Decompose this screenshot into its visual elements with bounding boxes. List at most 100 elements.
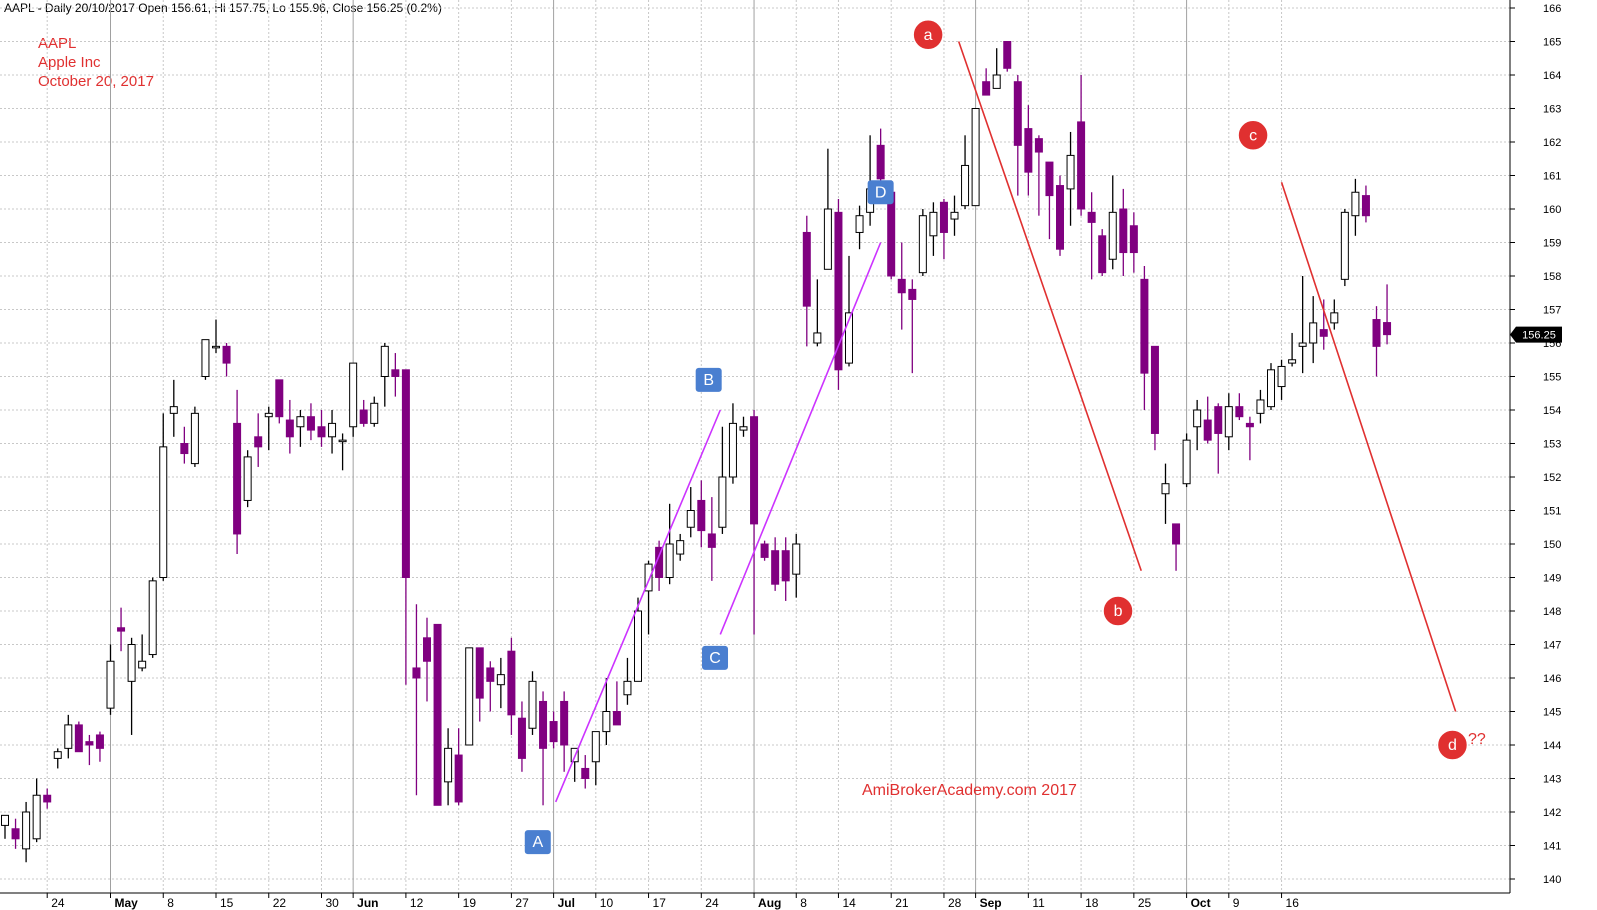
- trend-line-c-d: [1280, 181, 1457, 712]
- candle: [845, 255, 853, 367]
- candle: [1066, 131, 1075, 226]
- candle-body: [1319, 329, 1328, 337]
- x-tick-label: 24: [51, 896, 65, 910]
- candle-body: [254, 436, 263, 448]
- y-tick-label: 141: [1543, 841, 1561, 853]
- candle: [328, 410, 337, 454]
- marker-box: [524, 830, 551, 855]
- point-marker-c: c: [1237, 119, 1269, 152]
- candle-body: [897, 278, 906, 294]
- candle: [834, 198, 843, 390]
- candle: [1172, 523, 1181, 571]
- candle: [1361, 185, 1370, 223]
- candle-body: [1172, 523, 1181, 545]
- y-tick-label: 159: [1543, 238, 1561, 250]
- candle-body: [391, 369, 400, 377]
- candle: [1087, 192, 1096, 280]
- candle: [739, 416, 748, 437]
- candle-body: [1108, 211, 1117, 260]
- candle-body: [159, 446, 168, 578]
- candle: [349, 362, 358, 437]
- candle-body: [264, 412, 273, 418]
- candle: [359, 399, 368, 427]
- candle-body: [401, 369, 410, 578]
- watermark: AmiBrokerAcademy.com 2017: [862, 782, 1077, 799]
- candle-body: [1361, 195, 1370, 217]
- candle: [1161, 463, 1170, 524]
- candle-body: [697, 499, 706, 532]
- candle: [1034, 135, 1043, 216]
- candle-body: [74, 724, 83, 753]
- candle: [190, 406, 199, 467]
- x-tick-label: 8: [167, 896, 174, 910]
- x-tick-label: 30: [326, 896, 340, 910]
- candle: [159, 413, 168, 581]
- candle-body: [190, 412, 199, 465]
- candle: [623, 657, 632, 705]
- candle: [1319, 299, 1328, 350]
- candle-body: [1383, 322, 1392, 336]
- candle: [612, 681, 621, 726]
- x-tick-label: Sep: [980, 896, 1002, 910]
- y-tick-label: 150: [1543, 539, 1561, 551]
- marker-label: C: [709, 650, 721, 667]
- marker-label: A: [532, 834, 543, 851]
- candle-body: [1330, 312, 1339, 324]
- marker-label: b: [1114, 603, 1123, 620]
- candle: [264, 406, 273, 451]
- y-tick-label: 148: [1543, 606, 1561, 618]
- candle-body: [876, 144, 885, 180]
- candle-body: [634, 610, 642, 682]
- marker-label: D: [875, 184, 887, 201]
- trend-line-A-B: [554, 409, 722, 803]
- candle: [317, 410, 326, 447]
- x-tick-label: 21: [895, 896, 909, 910]
- candle-body: [1003, 41, 1012, 69]
- candle-body: [750, 416, 759, 525]
- candle: [43, 788, 52, 809]
- candle: [992, 48, 1001, 89]
- candle-body: [1351, 191, 1360, 217]
- candle: [1193, 399, 1202, 451]
- point-marker-C: C: [702, 645, 729, 670]
- candle-body: [64, 724, 73, 749]
- candle-body: [1140, 278, 1149, 374]
- candle-body: [887, 191, 896, 277]
- trend-lines: [554, 41, 1457, 803]
- x-tick-label: 25: [1138, 896, 1152, 910]
- candle-body: [285, 419, 294, 438]
- point-marker-D: D: [867, 180, 894, 205]
- candle-body: [855, 215, 864, 233]
- candle-body: [539, 700, 548, 749]
- candle-body: [591, 731, 600, 763]
- candle: [1214, 403, 1223, 474]
- candle: [1150, 345, 1159, 451]
- candle-body: [961, 164, 970, 207]
- candle: [507, 637, 516, 735]
- candle: [517, 701, 526, 772]
- x-tick-label: 24: [705, 896, 719, 910]
- candle-body: [180, 443, 189, 455]
- candle: [813, 279, 822, 347]
- candle-body: [792, 543, 801, 575]
- candle-body: [1203, 419, 1212, 441]
- candle-body: [359, 409, 368, 424]
- candle: [117, 607, 126, 652]
- candle: [823, 148, 832, 270]
- marker-circle: [1436, 729, 1469, 761]
- candle-body: [771, 550, 780, 585]
- y-tick-label: 164: [1543, 70, 1561, 82]
- candle-body: [644, 563, 653, 592]
- price-tag: [1510, 326, 1562, 343]
- x-tick-label: 10: [600, 896, 614, 910]
- candle-body: [971, 108, 980, 207]
- candle-body: [739, 426, 748, 431]
- candle: [148, 577, 157, 658]
- candle-body: [528, 680, 537, 729]
- candle-body: [275, 379, 284, 418]
- candle-body: [813, 332, 822, 344]
- y-tick-label: 146: [1543, 673, 1561, 685]
- y-tick-label: 143: [1543, 774, 1561, 786]
- candle-body: [444, 747, 453, 783]
